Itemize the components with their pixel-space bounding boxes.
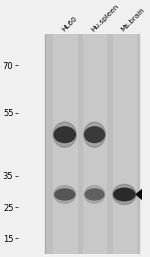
Ellipse shape [113,184,136,205]
Bar [83,34,106,254]
Ellipse shape [114,188,135,201]
Ellipse shape [85,189,104,200]
Ellipse shape [54,186,76,203]
Ellipse shape [53,122,76,147]
Bar [53,34,76,254]
Bar [112,34,136,254]
Ellipse shape [84,186,105,203]
Bar [45,34,139,254]
Ellipse shape [55,189,75,200]
Ellipse shape [85,127,105,143]
Polygon shape [136,189,142,199]
Ellipse shape [54,127,75,143]
Ellipse shape [84,122,105,147]
